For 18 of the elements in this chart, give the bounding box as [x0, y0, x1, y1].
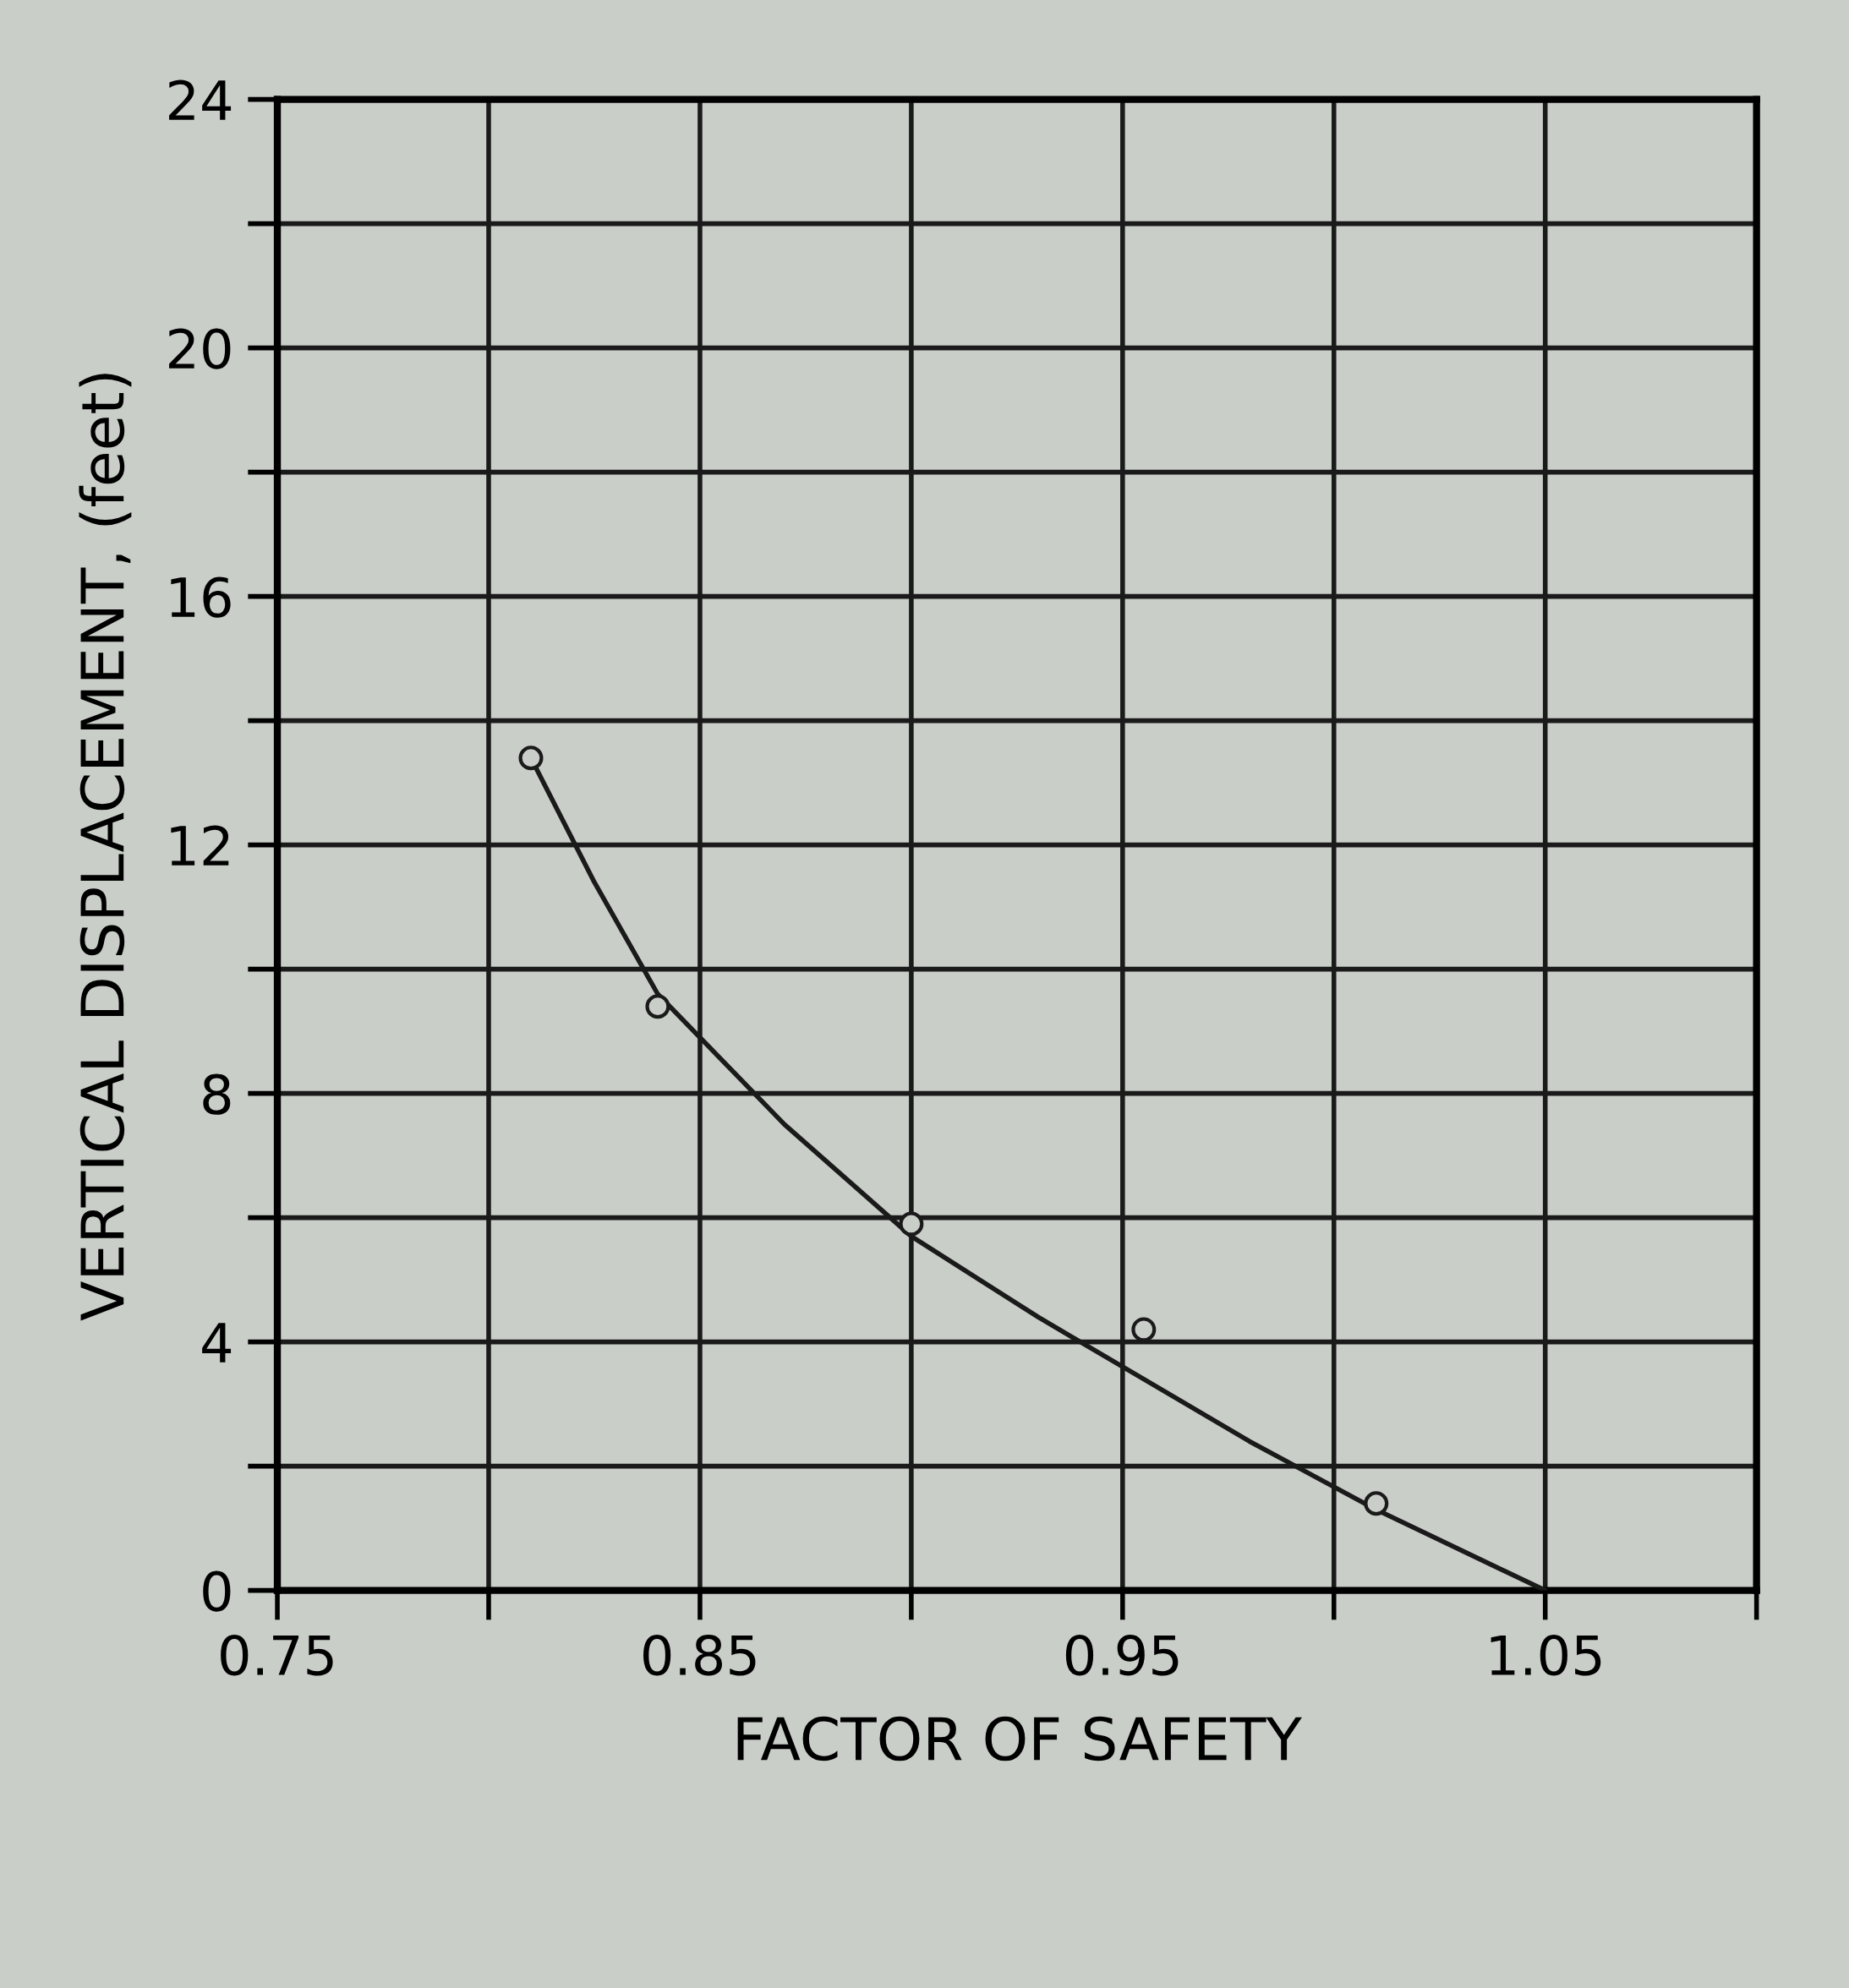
x-tick-label: 0.95 [1065, 1635, 1179, 1676]
y-tick-label: 20 [169, 328, 231, 369]
y-tick-label: 4 [202, 1323, 232, 1363]
x-tick-label: 0.75 [221, 1635, 333, 1676]
point [899, 1211, 924, 1237]
y-tick-label: 16 [171, 576, 231, 618]
y-tick-label: 0 [203, 1570, 231, 1612]
point [1131, 1317, 1157, 1342]
point [518, 746, 544, 771]
y-axis-title: VERTICAL DISPLACEMENT, (feet) [79, 374, 132, 1321]
point [1364, 1491, 1389, 1516]
point [645, 994, 670, 1019]
x-axis-title: FACTOR OF SAFETY [737, 1716, 1302, 1761]
y-tick-label: 12 [171, 825, 229, 866]
x-tick-label: 1.05 [1491, 1635, 1601, 1676]
y-tick-label: 8 [203, 1073, 231, 1115]
y-tick-label: 24 [169, 79, 232, 120]
x-tick-label: 0.85 [643, 1635, 756, 1676]
